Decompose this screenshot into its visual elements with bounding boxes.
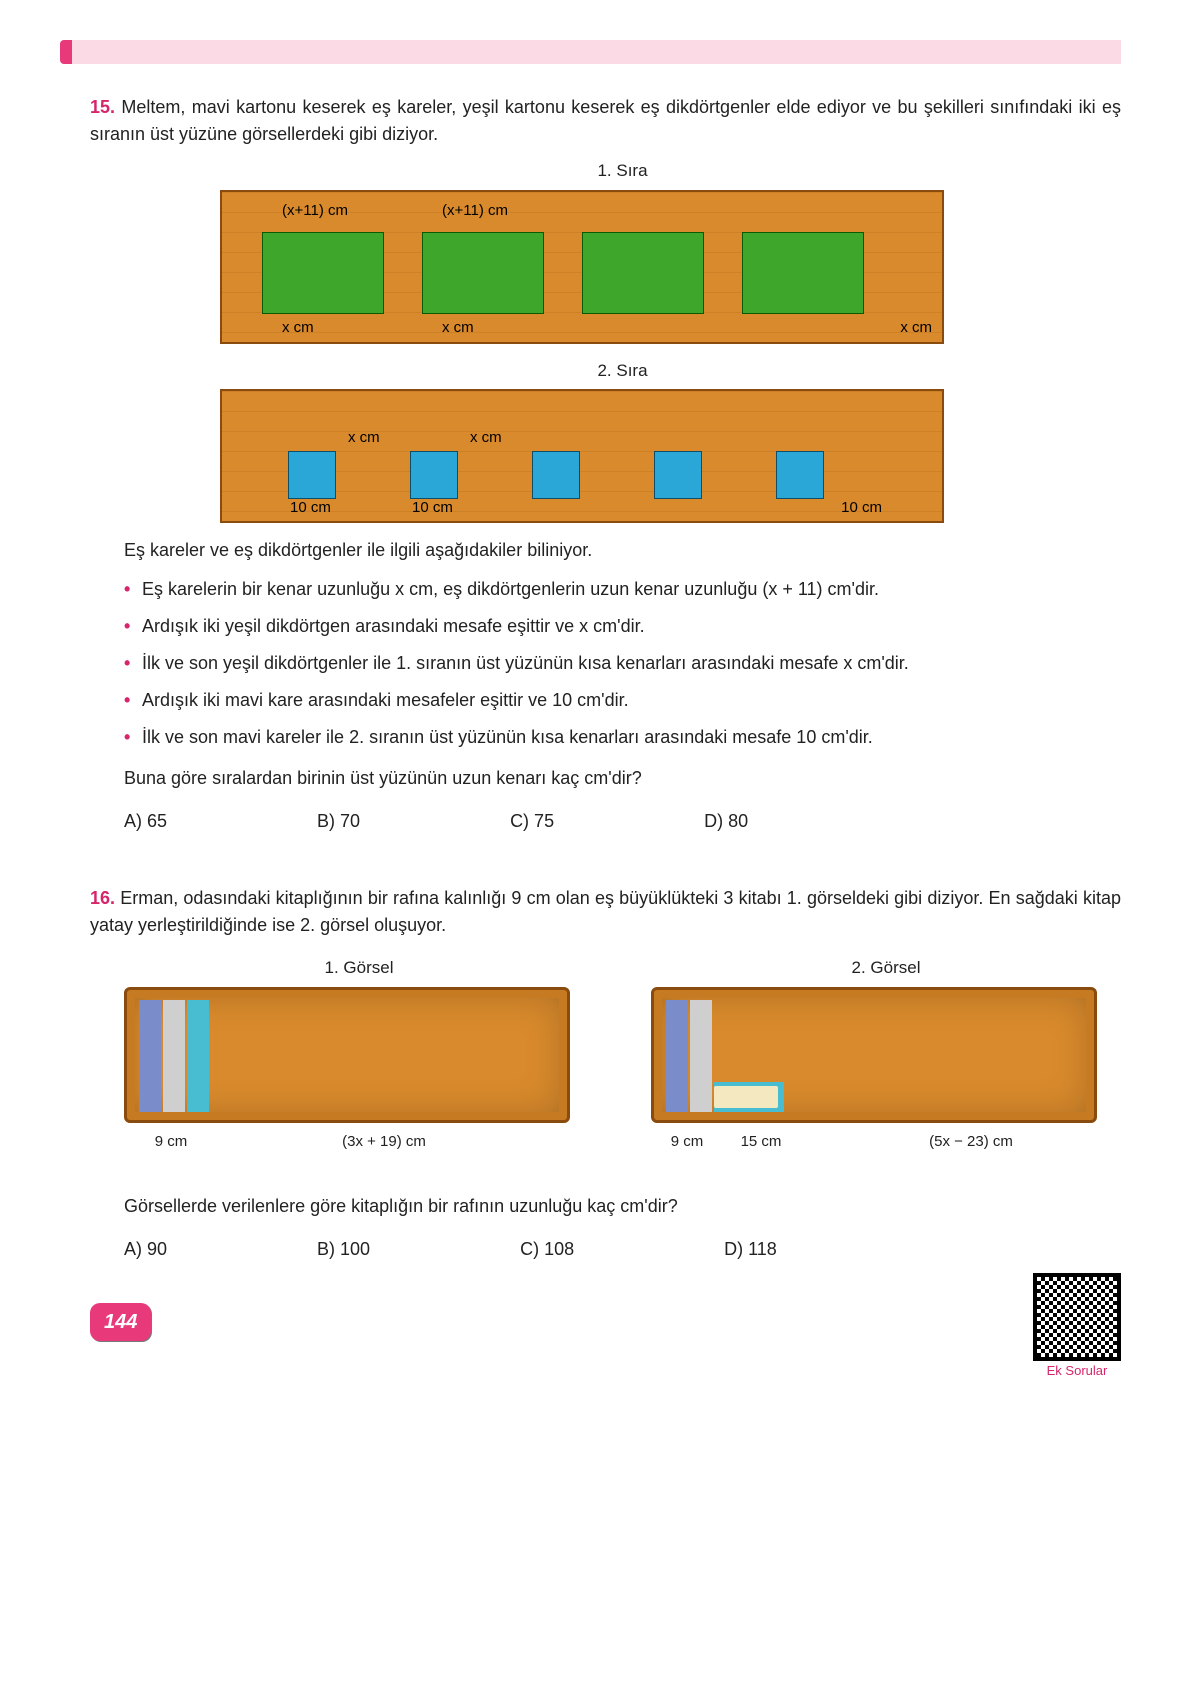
shelf-2 — [651, 987, 1097, 1123]
fig2-title: 2. Görsel — [651, 955, 1121, 981]
choice-d[interactable]: D) 80 — [704, 808, 748, 835]
book-3 — [187, 1000, 209, 1112]
fig1-title: 1. Görsel — [124, 955, 594, 981]
q16-fig1: 1. Görsel 9 cm (3x + 19) cm — [124, 949, 594, 1153]
q16-fig2: 2. Görsel 9 cm 15 cm (5x − 23) cm — [651, 949, 1121, 1153]
q15-text: Meltem, mavi kartonu keserek eş kareler,… — [90, 97, 1121, 144]
q15-choices: A) 65 B) 70 C) 75 D) 80 — [90, 808, 1121, 835]
question-15: 15. Meltem, mavi kartonu keserek eş kare… — [90, 94, 1121, 835]
shelf-1 — [124, 987, 570, 1123]
gap10-label: 10 cm — [841, 497, 882, 520]
choice-b[interactable]: B) 70 — [317, 808, 360, 835]
q16-number: 16. — [90, 888, 115, 908]
blue-square — [654, 451, 702, 499]
question-16: 16. Erman, odasındaki kitaplığının bir r… — [90, 885, 1121, 1341]
fact-item: Ardışık iki mavi kare arasındaki mesafel… — [124, 687, 1121, 714]
book-1 — [666, 1000, 688, 1112]
gap-label: x cm — [282, 317, 314, 340]
choice-b[interactable]: B) 100 — [317, 1236, 370, 1263]
q16-choices: A) 90 B) 100 C) 108 D) 118 — [90, 1236, 1121, 1263]
qr-label: Ek Sorular — [1033, 1361, 1121, 1381]
choice-d[interactable]: D) 118 — [724, 1236, 777, 1263]
qr-code-icon[interactable] — [1033, 1273, 1121, 1361]
book-1 — [139, 1000, 161, 1112]
book-2 — [690, 1000, 712, 1112]
page-number: 144 — [90, 1303, 151, 1341]
q15-fig1-title: 1. Sıra — [90, 158, 1121, 184]
green-rect — [582, 232, 704, 314]
q16-ask: Görsellerde verilenlere göre kitaplığın … — [90, 1193, 1121, 1220]
sq-label: x cm — [470, 427, 502, 450]
choice-c[interactable]: C) 75 — [510, 808, 554, 835]
choice-a[interactable]: A) 90 — [124, 1236, 167, 1263]
q16-text: Erman, odasındaki kitaplığının bir rafın… — [90, 888, 1121, 935]
choice-a[interactable]: A) 65 — [124, 808, 167, 835]
blue-square — [532, 451, 580, 499]
qr-block: Ek Sorular — [1033, 1273, 1121, 1381]
dim-label: 9 cm — [136, 1131, 206, 1154]
q15-number: 15. — [90, 97, 115, 117]
header-accent-bar — [60, 40, 1121, 64]
q15-facts-list: Eş karelerin bir kenar uzunluğu x cm, eş… — [90, 576, 1121, 751]
sq-label: x cm — [348, 427, 380, 450]
dim-label: (5x − 23) cm — [871, 1131, 1071, 1154]
gap-label: x cm — [900, 317, 932, 340]
choice-c[interactable]: C) 108 — [520, 1236, 574, 1263]
book-2 — [163, 1000, 185, 1112]
fact-item: Eş karelerin bir kenar uzunluğu x cm, eş… — [124, 576, 1121, 603]
gap10-label: 10 cm — [412, 497, 453, 520]
q15-fig2-desk: x cm x cm 10 cm 10 cm 10 cm — [220, 389, 944, 523]
fact-item: İlk ve son yeşil dikdörtgenler ile 1. sı… — [124, 650, 1121, 677]
dim-label: 15 cm — [721, 1131, 801, 1154]
gap10-label: 10 cm — [290, 497, 331, 520]
fact-item: Ardışık iki yeşil dikdörtgen arasındaki … — [124, 613, 1121, 640]
blue-square — [776, 451, 824, 499]
q15-fig1-desk: (x+11) cm (x+11) cm x cm x cm x cm — [220, 190, 944, 344]
q15-ask: Buna göre sıralardan birinin üst yüzünün… — [90, 765, 1121, 792]
dim-label: (3x + 19) cm — [254, 1131, 514, 1154]
dim-label: 9 cm — [663, 1131, 711, 1154]
q15-fig2-title: 2. Sıra — [90, 358, 1121, 384]
gap-label: x cm — [442, 317, 474, 340]
blue-square — [288, 451, 336, 499]
q15-facts-intro: Eş kareler ve eş dikdörtgenler ile ilgil… — [90, 537, 1121, 564]
blue-square — [410, 451, 458, 499]
book-3-horizontal — [714, 1082, 784, 1112]
green-rect — [742, 232, 864, 314]
fact-item: İlk ve son mavi kareler ile 2. sıranın ü… — [124, 724, 1121, 751]
